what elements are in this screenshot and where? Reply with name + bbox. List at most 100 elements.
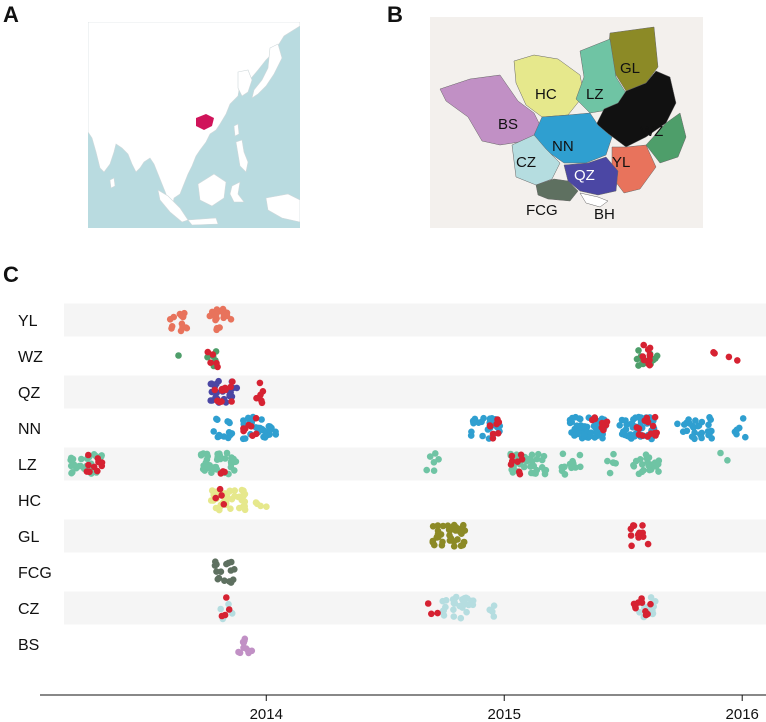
- sampling-time-scatter: YL WZ QZ NN LZ HC GL FCG CZ BS 2014 2015 2016: [18, 303, 766, 722]
- point-sample-gl: [460, 538, 468, 546]
- point-sample-yl: [213, 310, 220, 318]
- point-highlight-cz: [424, 600, 432, 607]
- japan: [251, 43, 283, 99]
- point-sample-qz: [213, 380, 220, 388]
- sulawesi: [229, 181, 245, 203]
- point-highlight-lz: [90, 463, 98, 471]
- point-highlight-gl: [644, 540, 652, 548]
- row-label-nn: NN: [18, 421, 41, 438]
- point-highlight-wz: [209, 351, 217, 358]
- point-sample-cz: [225, 600, 232, 608]
- point-highlight-cz: [223, 594, 230, 601]
- point-sample-lz: [204, 453, 211, 460]
- point-sample-nn: [263, 432, 271, 439]
- x-tick-label-2014: 2014: [250, 706, 283, 722]
- point-highlight-wz: [204, 348, 212, 356]
- point-sample-cz: [217, 605, 224, 613]
- point-sample-nn: [690, 424, 697, 431]
- point-sample-lz: [645, 454, 653, 461]
- point-sample-lz: [68, 457, 76, 464]
- point-sample-lz: [529, 462, 536, 470]
- panel-c-label: C: [3, 262, 19, 287]
- point-sample-nn: [626, 433, 633, 441]
- point-highlight-nn: [603, 418, 611, 426]
- row-label-lz: LZ: [18, 457, 37, 474]
- point-sample-fcg: [215, 574, 223, 582]
- map-label-bs: BS: [498, 116, 518, 133]
- point-sample-gl: [439, 522, 447, 530]
- point-sample-lz: [638, 461, 646, 468]
- point-sample-cz: [463, 608, 470, 616]
- point-sample-lz: [559, 450, 567, 458]
- point-sample-nn: [486, 415, 494, 422]
- point-sample-nn: [674, 420, 681, 428]
- row-band-cz: [64, 591, 766, 625]
- point-sample-cz: [439, 597, 447, 605]
- point-highlight-qz: [257, 391, 264, 399]
- panel-a-label: A: [3, 2, 19, 27]
- point-sample-hc: [231, 492, 238, 500]
- point-sample-lz: [435, 456, 442, 463]
- map-label-lz: LZ: [586, 86, 604, 103]
- point-sample-hc: [226, 487, 233, 495]
- point-highlight-cz: [632, 604, 639, 612]
- point-highlight-lz: [508, 457, 516, 465]
- point-sample-lz: [635, 470, 643, 478]
- borneo: [197, 173, 227, 207]
- region-black: [595, 70, 677, 148]
- region-hc: [513, 54, 585, 118]
- map-label-nn: NN: [552, 138, 574, 155]
- point-sample-lz: [606, 469, 614, 477]
- point-sample-yl: [220, 311, 228, 318]
- point-highlight-gl: [627, 525, 635, 533]
- point-sample-fcg: [231, 566, 238, 573]
- point-highlight-wz: [725, 353, 733, 361]
- point-highlight-lz: [217, 470, 225, 477]
- map-label-bh: BH: [594, 206, 615, 223]
- point-sample-lz: [610, 450, 617, 458]
- point-highlight-qz: [211, 386, 219, 394]
- point-highlight-wz: [207, 359, 214, 366]
- map-label-cz: CZ: [516, 154, 536, 171]
- point-sample-qz: [226, 391, 233, 399]
- point-sample-cz: [636, 609, 643, 616]
- point-sample-cz: [452, 593, 460, 601]
- point-highlight-hc: [218, 492, 225, 499]
- point-sample-nn: [708, 427, 715, 435]
- point-sample-gl: [450, 538, 458, 545]
- point-sample-lz: [640, 467, 647, 474]
- point-highlight-wz: [214, 363, 221, 371]
- point-sample-lz: [572, 464, 579, 471]
- point-sample-cz: [450, 606, 457, 613]
- point-sample-lz: [223, 449, 231, 457]
- point-sample-nn: [256, 424, 264, 432]
- row-label-qz: QZ: [18, 385, 40, 402]
- point-sample-wz: [653, 352, 661, 360]
- point-sample-hc: [241, 502, 248, 509]
- point-sample-nn: [620, 428, 627, 435]
- point-sample-nn: [241, 435, 249, 442]
- point-sample-nn: [679, 428, 687, 435]
- point-sample-nn: [686, 420, 693, 427]
- point-sample-lz: [654, 460, 662, 468]
- point-highlight-gl: [636, 529, 643, 537]
- point-sample-wz: [635, 347, 642, 354]
- point-sample-yl: [168, 323, 176, 330]
- point-sample-bs: [244, 647, 252, 654]
- point-sample-bs: [236, 649, 244, 657]
- korea: [237, 69, 253, 97]
- point-highlight-nn: [495, 418, 503, 426]
- point-sample-nn: [681, 421, 688, 428]
- map-label-wz: WZ: [640, 123, 663, 140]
- point-sample-cz: [647, 594, 655, 601]
- point-sample-gl: [433, 533, 441, 541]
- point-sample-lz: [558, 463, 566, 471]
- point-sample-hc: [241, 490, 249, 498]
- region-cz: [511, 134, 561, 186]
- point-sample-cz: [462, 594, 470, 602]
- point-sample-cz: [440, 607, 448, 614]
- point-sample-nn: [695, 422, 703, 429]
- point-sample-nn: [216, 432, 224, 440]
- row-band-qz: [64, 375, 766, 409]
- point-highlight-cz: [647, 600, 654, 608]
